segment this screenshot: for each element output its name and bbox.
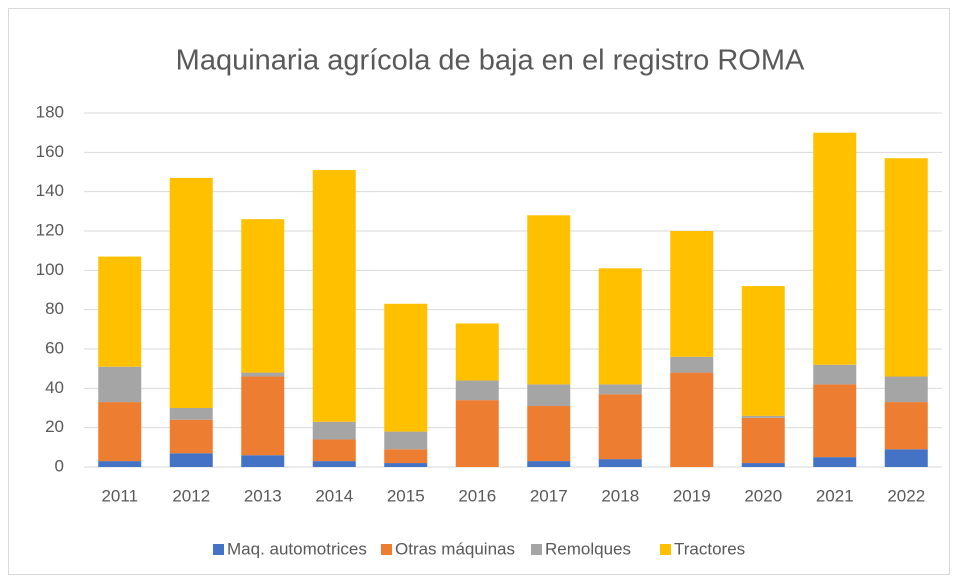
- bar-segment: [598, 384, 642, 395]
- x-tick-label: 2018: [601, 486, 639, 505]
- chart-title: Maquinaria agrícola de baja en el regist…: [176, 45, 805, 77]
- bar-segment: [169, 419, 213, 454]
- bar-segment: [312, 170, 356, 422]
- bar-segment: [312, 421, 356, 440]
- x-tick-label: 2014: [315, 486, 353, 505]
- bar-segment: [598, 459, 642, 467]
- bar-segment: [384, 303, 428, 432]
- bar-segment: [598, 394, 642, 460]
- bar-segment: [169, 453, 213, 467]
- legend-swatch: [213, 544, 224, 555]
- bar-segment: [741, 463, 785, 467]
- legend-swatch: [531, 544, 542, 555]
- y-tick-label: 100: [36, 260, 64, 279]
- y-tick-label: 160: [36, 142, 64, 161]
- bar-segment: [455, 380, 499, 401]
- bar-segment: [455, 400, 499, 467]
- bar-segment: [98, 402, 142, 462]
- bar-segment: [384, 463, 428, 467]
- x-tick-label: 2022: [887, 486, 925, 505]
- legend-label: Maq. automotrices: [227, 539, 367, 558]
- y-tick-label: 60: [45, 338, 64, 357]
- bar-segment: [241, 372, 285, 377]
- bar-segment: [741, 415, 785, 418]
- bar-segment: [527, 215, 571, 385]
- bar-segment: [884, 449, 928, 467]
- bar-segment: [813, 384, 857, 458]
- bar-segment: [813, 364, 857, 385]
- bar-segment: [598, 268, 642, 385]
- bar-segment: [670, 356, 714, 373]
- bar-segment: [527, 406, 571, 462]
- x-tick-label: 2013: [244, 486, 282, 505]
- y-tick-label: 20: [45, 417, 64, 436]
- legend-swatch: [660, 544, 671, 555]
- bar-segment: [98, 256, 142, 367]
- bar-segment: [527, 384, 571, 407]
- bar-segment: [670, 372, 714, 467]
- y-tick-label: 120: [36, 220, 64, 239]
- y-tick-label: 80: [45, 299, 64, 318]
- x-tick-label: 2021: [816, 486, 854, 505]
- y-tick-label: 40: [45, 378, 64, 397]
- bar-segment: [241, 376, 285, 456]
- legend-label: Remolques: [545, 539, 631, 558]
- bar-segment: [741, 417, 785, 464]
- bar-segment: [884, 402, 928, 450]
- bar-segment: [169, 408, 213, 420]
- bar-segment: [312, 461, 356, 467]
- x-tick-label: 2016: [458, 486, 496, 505]
- x-tick-label: 2011: [101, 486, 138, 505]
- chart-frame: [8, 8, 950, 575]
- legend-swatch: [381, 544, 392, 555]
- legend-label: Tractores: [674, 539, 745, 558]
- x-tick-label: 2015: [387, 486, 425, 505]
- bar-segment: [527, 461, 571, 467]
- bar-segment: [241, 219, 285, 373]
- bar-segment: [241, 455, 285, 467]
- x-tick-label: 2017: [530, 486, 568, 505]
- y-tick-label: 0: [55, 456, 64, 475]
- bar-segment: [455, 323, 499, 381]
- bar-segment: [884, 158, 928, 377]
- bar-segment: [884, 376, 928, 403]
- bar-segment: [384, 431, 428, 450]
- bar-segment: [98, 461, 142, 467]
- x-tick-label: 2019: [673, 486, 711, 505]
- bar-segment: [169, 177, 213, 408]
- bar-segment: [813, 457, 857, 467]
- bar-segment: [312, 439, 356, 462]
- bar-segment: [98, 366, 142, 403]
- bar-segment: [670, 231, 714, 357]
- bar-segment: [384, 449, 428, 464]
- y-tick-label: 140: [36, 181, 64, 200]
- x-tick-label: 2020: [744, 486, 782, 505]
- bar-segment: [741, 286, 785, 416]
- y-tick-label: 180: [36, 102, 64, 121]
- legend-label: Otras máquinas: [395, 539, 515, 558]
- x-tick-label: 2012: [172, 486, 210, 505]
- bar-segment: [813, 132, 857, 365]
